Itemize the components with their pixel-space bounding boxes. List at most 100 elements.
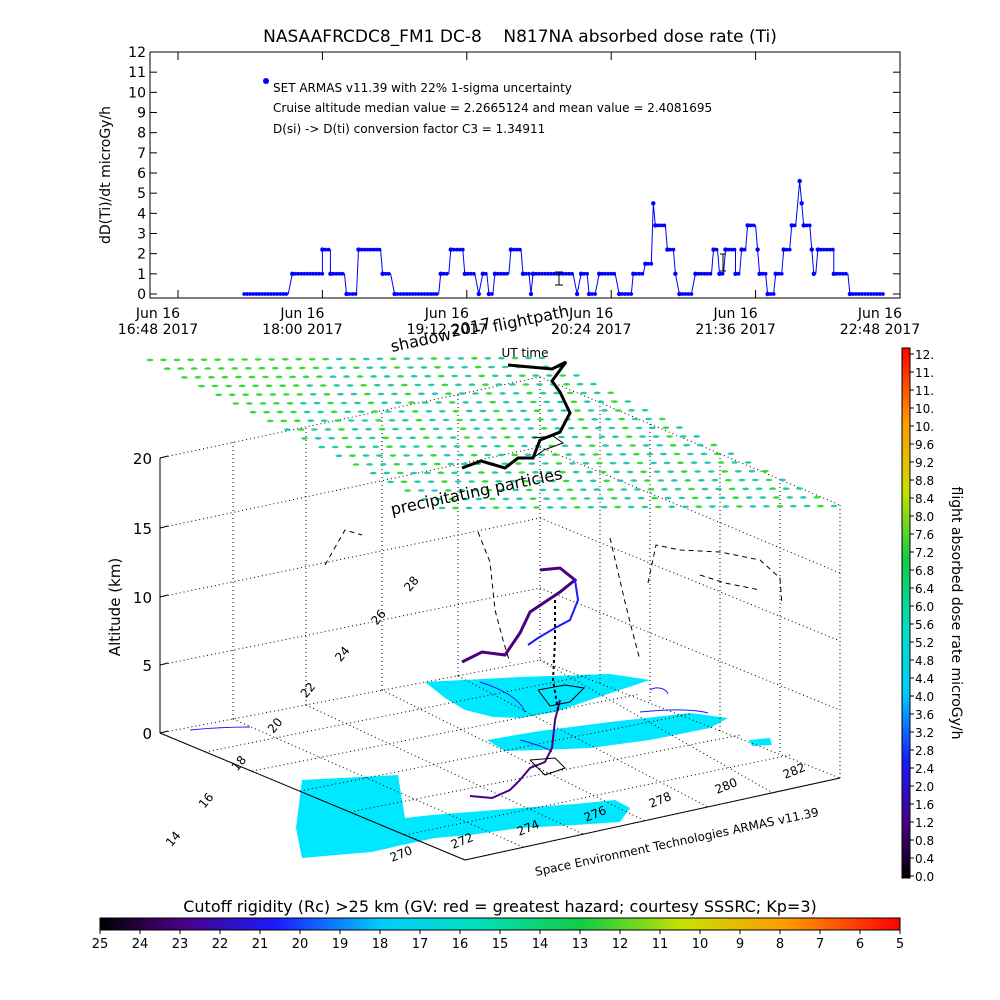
data-point xyxy=(524,271,528,276)
data-point xyxy=(863,292,867,296)
data-point xyxy=(799,201,804,206)
particle-marker xyxy=(593,488,601,491)
particle-marker xyxy=(636,461,644,465)
particle-marker xyxy=(485,488,493,492)
particle-marker xyxy=(651,496,658,500)
longitude-tick-label: 282 xyxy=(781,760,807,782)
particle-marker xyxy=(505,471,512,474)
annotation-line-3: D(si) -> D(ti) conversion factor C3 = 1.… xyxy=(273,122,545,136)
particle-marker xyxy=(370,375,377,378)
particle-marker xyxy=(695,505,703,509)
particle-marker xyxy=(376,454,383,457)
data-point xyxy=(860,292,864,296)
particle-marker xyxy=(649,426,656,430)
particle-marker xyxy=(803,504,811,508)
particle-marker xyxy=(620,488,628,491)
colorbar-tick-label: 23 xyxy=(172,937,189,952)
data-point xyxy=(843,271,848,276)
chart-title: NASAAFRCDC8_FM1 DC-8 N817NA absorbed dos… xyxy=(263,27,777,47)
particle-marker xyxy=(776,505,784,508)
particle-marker xyxy=(576,479,584,483)
3d-axes xyxy=(159,458,841,861)
particle-marker xyxy=(326,366,333,370)
x-axis-label: UT time xyxy=(501,346,548,360)
back-wall-grid xyxy=(159,376,841,861)
particle-marker xyxy=(258,366,266,370)
particle-marker xyxy=(582,462,590,465)
data-point xyxy=(305,271,310,276)
colorbar-vertical xyxy=(901,347,911,879)
data-point xyxy=(490,292,494,296)
particle-marker xyxy=(384,410,392,413)
particle-marker xyxy=(570,497,577,500)
data-point xyxy=(809,247,814,252)
data-point xyxy=(496,271,500,276)
particle-marker xyxy=(393,366,401,369)
particle-marker xyxy=(459,427,467,431)
data-point xyxy=(705,271,710,276)
dose-rate-series-line xyxy=(244,181,884,295)
particle-marker xyxy=(438,410,446,413)
colorbar-tick-label: 5.2 xyxy=(915,636,934,650)
colorbar-tick-label: 9.2 xyxy=(915,456,934,470)
data-point xyxy=(757,271,762,276)
particle-marker xyxy=(663,461,671,465)
particle-marker xyxy=(303,410,311,414)
particle-marker xyxy=(298,366,306,370)
colorbar-tick-label: 12. xyxy=(915,348,934,362)
particle-marker xyxy=(426,445,434,448)
data-point xyxy=(570,271,574,276)
latitude-tick-label: 18 xyxy=(229,753,250,774)
particle-marker xyxy=(430,454,437,457)
colorbar-tick-label: 9.6 xyxy=(915,438,934,452)
particle-marker xyxy=(484,453,491,457)
particle-marker xyxy=(427,383,435,387)
colorbar-tick-label: 0.8 xyxy=(915,834,934,848)
data-point xyxy=(272,292,277,296)
particle-marker xyxy=(297,428,305,431)
particle-marker xyxy=(728,487,736,491)
data-point xyxy=(460,247,465,252)
particle-marker xyxy=(708,505,716,508)
particle-marker xyxy=(510,418,517,422)
data-point xyxy=(671,247,676,252)
particle-marker xyxy=(375,419,382,422)
particle-marker xyxy=(779,478,786,482)
particle-marker xyxy=(701,487,709,491)
particle-marker xyxy=(313,401,321,405)
particle-marker xyxy=(346,384,354,387)
particle-marker xyxy=(532,374,540,377)
particle-marker xyxy=(373,383,381,387)
data-point xyxy=(502,271,506,276)
particle-marker xyxy=(597,497,604,500)
particle-marker xyxy=(499,392,506,395)
particle-marker xyxy=(518,471,526,474)
altitude-tick-label: 0 xyxy=(142,725,152,743)
colorbar-tick-label: 10. xyxy=(915,402,934,416)
particle-marker xyxy=(597,400,605,404)
colorbar-tick-label: 7.2 xyxy=(915,546,934,560)
particle-marker xyxy=(693,435,700,438)
y-tick-label: 12 xyxy=(128,45,146,61)
data-point xyxy=(714,247,719,252)
particle-marker xyxy=(263,410,270,414)
particle-marker xyxy=(611,400,618,403)
particle-marker xyxy=(598,435,606,439)
data-point xyxy=(751,223,756,228)
data-point xyxy=(353,292,358,296)
data-point xyxy=(263,292,268,296)
particle-marker xyxy=(464,471,472,475)
particle-marker xyxy=(322,357,330,361)
data-point xyxy=(340,271,345,276)
particle-marker xyxy=(389,357,397,361)
particle-marker xyxy=(366,366,374,370)
data-point xyxy=(398,292,403,296)
data-point xyxy=(760,271,765,276)
data-point xyxy=(302,271,307,276)
data-point xyxy=(582,271,586,276)
particle-marker xyxy=(455,383,462,387)
particle-marker xyxy=(286,402,294,405)
particle-marker xyxy=(478,374,486,378)
particle-marker xyxy=(266,419,274,423)
colorbar-tick-label: 6.0 xyxy=(915,600,934,614)
